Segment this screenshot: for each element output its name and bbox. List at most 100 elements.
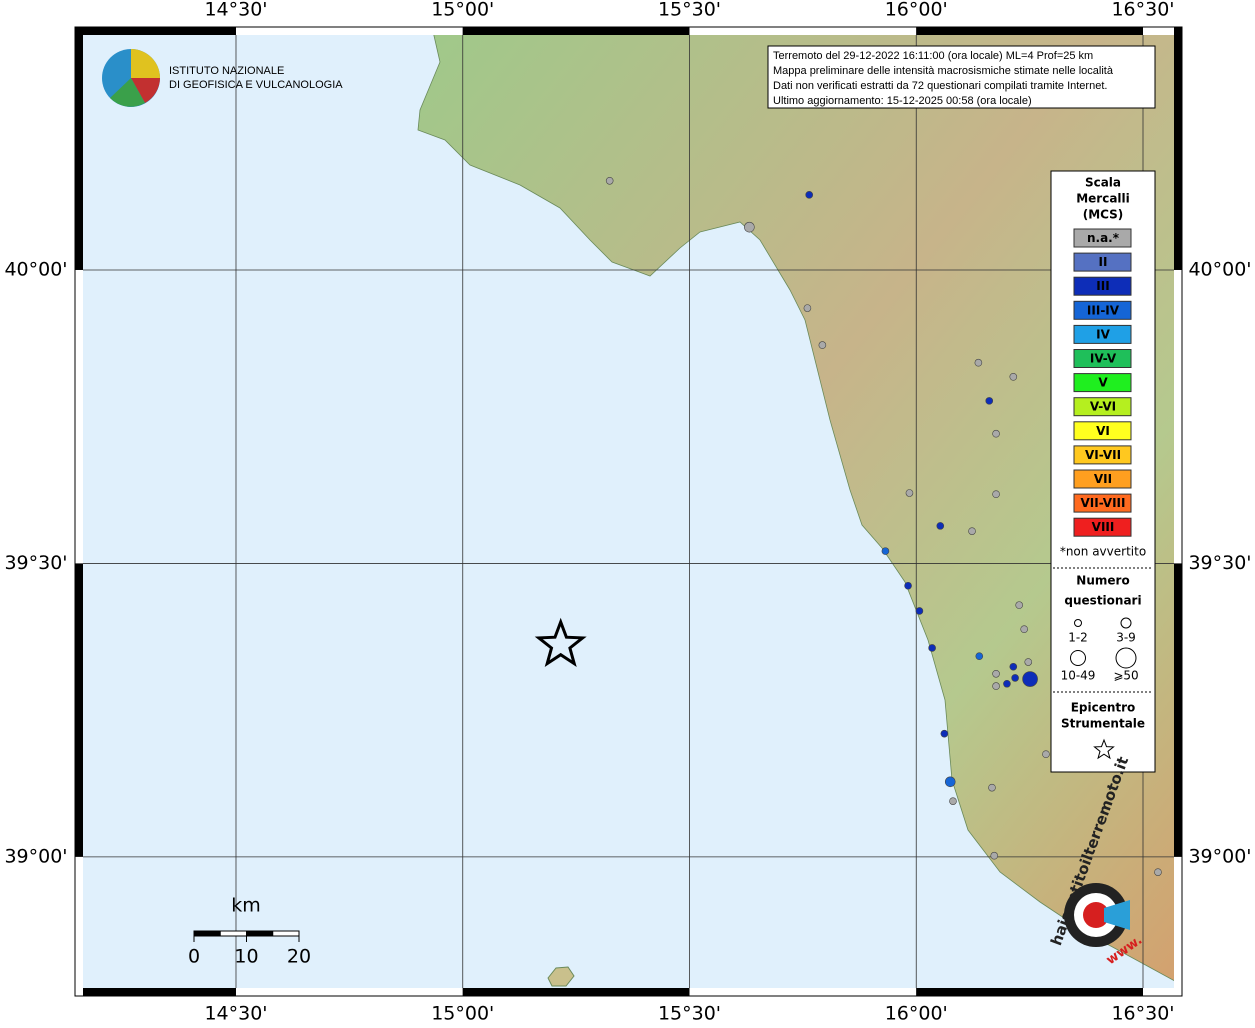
x-tick-label: 15°00' [431,1003,494,1025]
observation-point [985,397,994,405]
observation-point [974,358,983,367]
frame-bar [1174,269,1182,564]
frame-bar [75,27,83,270]
observation-point [988,783,996,792]
legend-swatch [1073,349,1132,368]
observation-point [805,191,814,199]
legend-swatch [1073,397,1132,417]
x-tick-label: 14°30' [204,0,267,21]
frame-bar [75,27,236,35]
frame-bar [75,988,236,996]
observation-point [881,547,890,555]
legend: ScalaMercalli(MCS)n.a.*IIIIIIII-IVIVIV-V… [1053,176,1153,760]
frame-bar [462,988,690,996]
badge-speaker [1104,900,1130,930]
info-line: Terremoto del 29-12-2022 16:11:00 (ora l… [773,50,1093,62]
legend-size-label: 1-2 [1068,631,1088,645]
legend-size-label: 3-9 [1116,631,1136,645]
frame-border [74,26,1183,997]
observation-point [905,489,914,497]
observation-point [1015,601,1023,609]
epicenter-star [1093,738,1115,760]
info-line: Dati non verificati estratti da 72 quest… [773,80,1107,92]
x-tick-label: 14°30' [204,1003,267,1025]
institute-logo: ISTITUTO NAZIONALE DI GEOFISICA E VULCAN… [102,49,343,107]
observation-point [1011,674,1019,682]
scale-segment [219,930,247,937]
frame-bar [462,27,690,35]
frame: 14°30' 14°30' 15°00' 15°00' 15°30' 15°30' 16°0… [4,0,1251,1025]
legend-title: Numero [1076,574,1129,588]
info-line: Ultimo aggiornamento: 15-12-2025 00:58 (… [773,95,1032,107]
observation-point [936,522,945,530]
observation-point [915,607,924,615]
observation-point [944,776,956,788]
legend-swatch [1073,373,1132,393]
observation-point [975,652,984,660]
epicenter-star [534,617,587,668]
scale-tick-label: 0 [188,946,200,968]
island [547,966,575,987]
scale-segment [272,930,300,937]
y-tick-label: 39°30' [4,552,67,574]
legend-title: Epicentro [1071,701,1136,715]
scale-segment [246,930,274,937]
legend-title: Scala [1085,176,1121,190]
frame-bar [689,27,917,35]
frame-bar [235,27,463,35]
frame-bar [1174,563,1182,857]
frame-bar [1174,27,1182,270]
observation-point [992,429,1000,438]
badge-ring [1083,902,1109,928]
legend-swatch [1073,252,1132,272]
legend-label: VI [1096,424,1110,438]
legend-size [1074,619,1082,627]
legend-label: VII [1094,472,1112,486]
legend-size [1070,650,1086,666]
y-tick-label: 40°00' [1188,258,1251,280]
observation-point [992,490,1000,498]
observation-point [1024,658,1033,666]
scale-tick-label: 10 [234,946,258,968]
observations [534,176,1162,876]
observation-point [928,644,936,652]
legend-swatch [1073,469,1132,489]
scale-unit: km [231,895,261,917]
x-tick-label: 16°00' [885,1003,948,1025]
observation-point [1154,868,1162,876]
y-tick-label: 39°00' [4,845,67,867]
y-tick-label: 39°30' [1188,552,1251,574]
legend-label: II [1099,255,1108,269]
frame-bar [689,988,917,996]
frame-bar [235,988,463,996]
legend-swatch [1073,493,1132,513]
observation-point [940,729,949,738]
observation-point [1022,671,1038,687]
observation-point [1003,679,1011,688]
info-text: Terremoto del 29-12-2022 16:11:00 (ora l… [773,50,1114,107]
legend-size-label: 10-49 [1061,669,1096,683]
frame-bar [1142,988,1182,996]
observation-point [949,797,957,805]
legend-label: IV-V [1090,352,1117,366]
observation-point [1042,750,1050,758]
legend-title: Strumentale [1061,717,1145,731]
scale-tick-label: 20 [287,946,311,968]
logo-segment [110,78,145,107]
frame-bar [916,27,1143,35]
x-tick-label: 15°30' [658,0,721,21]
legend-swatch [1073,445,1132,465]
observation-point [803,304,812,312]
observation-point [1009,373,1018,381]
legend-title: (MCS) [1083,208,1124,222]
frame-bar [1142,27,1182,35]
frame-bar [1174,856,1182,996]
legend-label: III [1096,279,1109,293]
observation-point [1020,625,1028,633]
legend-swatch [1073,421,1132,441]
x-tick-label: 16°30' [1111,0,1174,21]
scale-bar: km 0 10 20 [188,895,311,968]
info-box [767,45,1156,109]
x-tick-label: 15°00' [431,0,494,21]
